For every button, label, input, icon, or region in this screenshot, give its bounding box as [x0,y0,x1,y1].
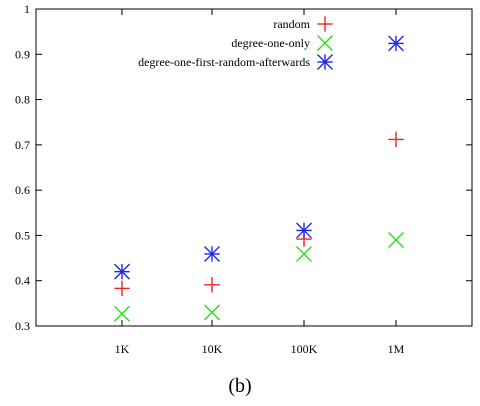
data-point [296,246,312,262]
chart-legend: random degree-one-only degree-one-first-ra… [138,16,333,70]
data-point [388,231,404,248]
y-tick-label: 0.8 [15,93,30,107]
data-point [114,263,130,280]
y-tick-label: 1 [24,2,30,16]
y-tick-label: 0.3 [15,319,30,333]
plot-frame [35,8,473,327]
legend-marker [317,35,333,51]
x-tick-label: 100K [291,342,318,356]
y-tick-label: 0.5 [15,228,30,242]
y-tick-label: 0.9 [15,47,30,61]
y-tick-label: 0.6 [15,183,30,197]
x-tick-label: 10K [202,342,223,356]
legend-label: degree-one-only [231,36,310,50]
legend-label: random [273,17,310,31]
legend-label: degree-one-first-random-afterwards [138,55,310,69]
data-point [204,277,220,293]
y-tick-label: 0.7 [15,138,30,152]
y-tick-label: 0.4 [15,274,30,288]
data-point [114,280,130,297]
figure-caption: (b) [228,375,252,397]
chart-ticks: 0.3 0.4 0.5 0.6 0.7 0.8 0.9 1 1K 10K 100K 1M [15,2,472,356]
data-point [204,304,220,321]
data-point [114,305,130,322]
legend-marker [317,16,333,32]
chart-points [114,35,404,322]
x-tick-label: 1K [115,342,130,356]
legend-marker [317,54,333,70]
data-point [204,246,220,262]
chart-axes [35,8,473,327]
data-point [296,222,312,239]
x-tick-label: 1M [388,342,405,356]
data-point [388,35,404,52]
data-point [388,131,404,148]
